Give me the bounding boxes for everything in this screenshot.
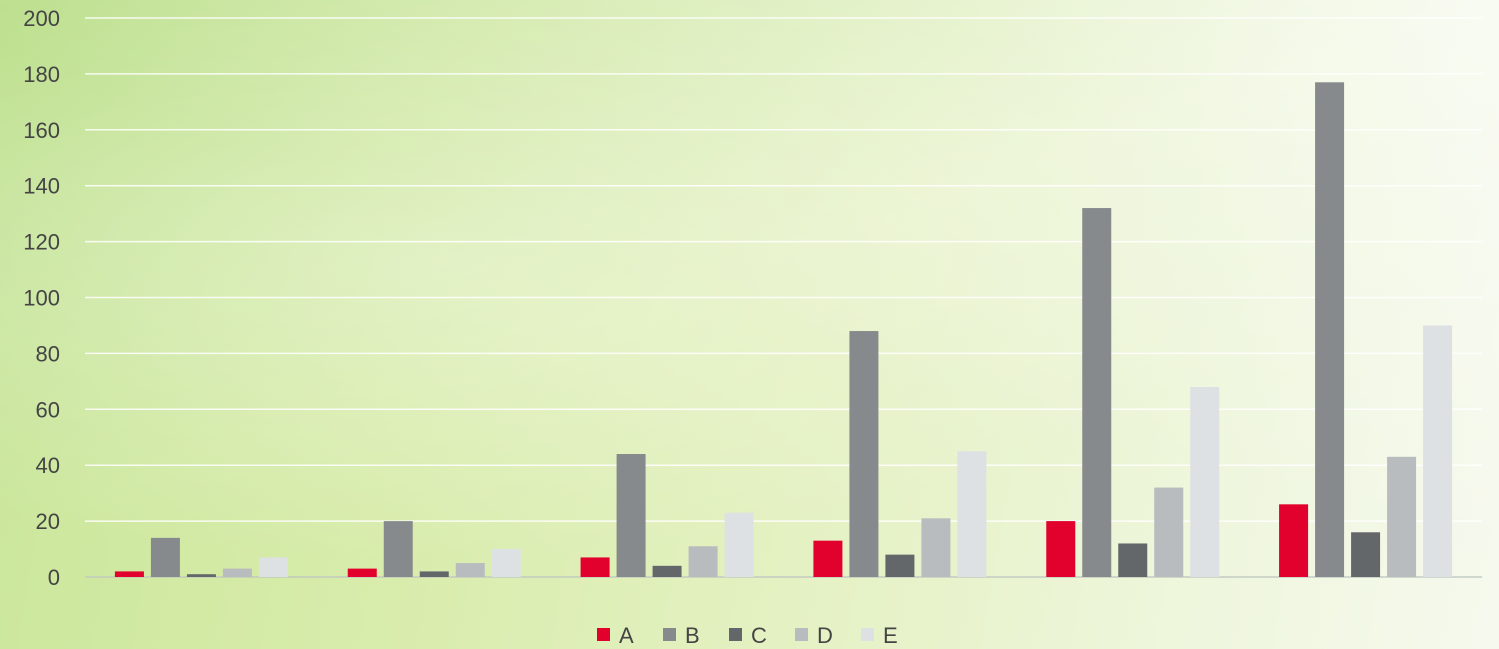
bar-B	[849, 331, 879, 577]
bar-E	[1190, 386, 1220, 577]
bar-E	[491, 549, 521, 577]
bar-D	[921, 518, 951, 577]
y-tick-label: 180	[23, 62, 60, 87]
y-tick-label: 160	[23, 118, 60, 143]
legend-label-C: C	[751, 623, 767, 648]
y-axis: 0 20 40 60 80 100 120 140 160 180 200	[23, 6, 60, 590]
bar-E	[1423, 325, 1453, 577]
bar-A	[347, 568, 377, 577]
legend-label-D: D	[817, 623, 833, 648]
legend-swatch-A	[597, 628, 610, 641]
bar-A	[813, 540, 843, 577]
legend-swatch-C	[729, 628, 742, 641]
y-tick-label: 0	[48, 565, 60, 590]
bar-A	[114, 571, 144, 577]
bar-B	[1082, 208, 1112, 577]
bar-D	[688, 546, 718, 577]
bar-C	[419, 571, 449, 577]
bar-B	[616, 454, 646, 577]
bar-E	[258, 557, 288, 577]
bar-A	[580, 557, 610, 577]
y-tick-label: 120	[23, 230, 60, 255]
bar-D	[455, 563, 485, 577]
y-tick-label: 20	[36, 509, 60, 534]
gridlines	[85, 17, 1482, 578]
bar-B	[1315, 82, 1345, 577]
bar-B	[150, 537, 180, 577]
bar-B	[383, 521, 413, 577]
bar-E	[724, 512, 754, 577]
bar-C	[186, 574, 216, 577]
legend-label-E: E	[883, 623, 898, 648]
bar-A	[1279, 504, 1309, 577]
bar-D	[222, 568, 252, 577]
y-tick-label: 60	[36, 397, 60, 422]
bar-E	[957, 451, 987, 577]
bar-C	[1351, 532, 1381, 577]
y-tick-label: 100	[23, 286, 60, 311]
bar-C	[885, 554, 915, 577]
y-tick-label: 200	[23, 6, 60, 31]
bar-D	[1387, 456, 1417, 577]
legend-swatch-B	[663, 628, 676, 641]
legend-label-B: B	[685, 623, 700, 648]
legend-swatch-D	[795, 628, 808, 641]
y-tick-label: 40	[36, 453, 60, 478]
legend-swatch-E	[861, 628, 874, 641]
bar-D	[1154, 487, 1184, 577]
y-tick-label: 140	[23, 174, 60, 199]
legend: A B C D E	[597, 623, 898, 648]
bar-A	[1046, 521, 1076, 577]
legend-label-A: A	[619, 623, 634, 648]
bar-C	[1118, 543, 1148, 577]
bar-C	[652, 565, 682, 577]
bars	[114, 82, 1453, 577]
y-tick-label: 80	[36, 341, 60, 366]
